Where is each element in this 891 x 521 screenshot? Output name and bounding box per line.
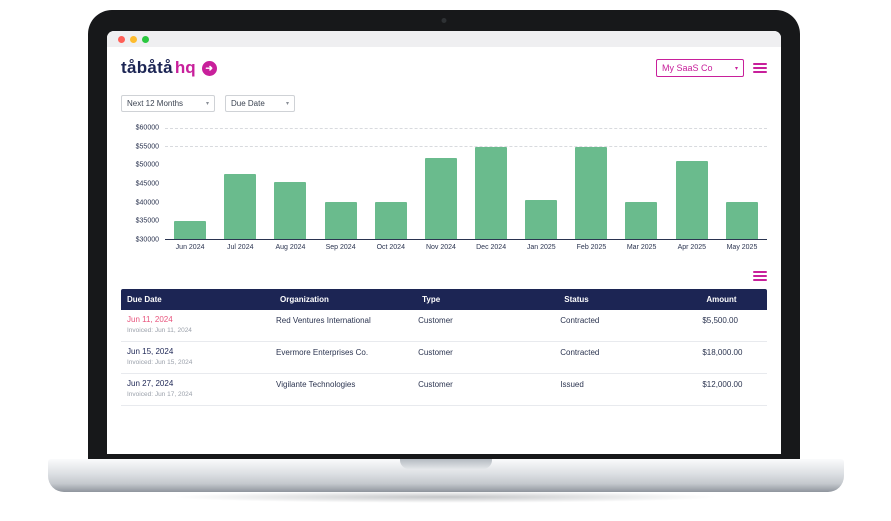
webcam-icon <box>441 18 447 23</box>
table-toolbar <box>121 271 767 281</box>
column-header-due-date: Due Date <box>127 295 162 304</box>
logo-text: tåbåtå <box>121 58 173 77</box>
gridline <box>165 146 767 148</box>
logo[interactable]: tåbåtå hq ➜ <box>121 58 217 78</box>
table-row[interactable]: Jun 27, 2024 Invoiced: Jun 17, 2024 Vigila… <box>121 373 767 406</box>
chart-bar[interactable] <box>274 181 307 239</box>
arrow-right-icon: ➜ <box>201 60 217 76</box>
chevron-down-icon: ▾ <box>285 101 289 107</box>
status-cell: Contracted <box>560 316 600 325</box>
laptop-screen-bezel: tåbåtå hq ➜ My SaaS Co ▾ Next 12 Month <box>88 10 800 462</box>
app-header: tåbåtå hq ➜ My SaaS Co ▾ <box>121 47 767 89</box>
revenue-bar-chart: $60000 $55000 $50000 $45000 $40000 $35000 $300… <box>121 124 767 244</box>
chart-y-axis: $60000 $55000 $50000 $45000 $40000 $35000 $300… <box>121 124 165 244</box>
organization-select[interactable]: My SaaS Co ▾ <box>656 59 744 77</box>
chart-bar[interactable] <box>324 202 357 239</box>
laptop-shadow <box>170 491 720 503</box>
due-date-cell: Jun 15, 2024 Invoiced: Jun 15, 2024 <box>121 346 276 366</box>
logo-accent-text: hq <box>174 58 196 77</box>
sort-by-select-value: Due Date <box>231 99 265 108</box>
chevron-down-icon: ▾ <box>205 101 209 107</box>
x-axis-label: Jul 2024 <box>227 244 254 251</box>
column-header-status: Status <box>564 295 589 304</box>
x-axis-label: Aug 2024 <box>275 244 306 251</box>
chart-bar[interactable] <box>675 161 708 239</box>
amount-cell: $5,500.00 <box>702 316 738 325</box>
chart-bar[interactable] <box>424 157 457 239</box>
column-header-type: Type <box>422 295 441 304</box>
amount-cell: $12,000.00 <box>702 379 743 389</box>
type-cell: Customer <box>418 316 453 325</box>
type-cell: Customer <box>418 347 453 357</box>
chart-bar[interactable] <box>525 200 558 239</box>
x-axis-label: Oct 2024 <box>376 244 405 251</box>
due-date: Jun 15, 2024 <box>127 346 174 356</box>
status-cell: Contracted <box>560 347 600 357</box>
table-row[interactable]: Jun 15, 2024 Invoiced: Jun 15, 2024 Evermo… <box>121 341 767 374</box>
column-header-organization: Organization <box>280 295 329 304</box>
chart-bar[interactable] <box>625 202 658 239</box>
chart-bar[interactable] <box>725 202 758 239</box>
chart-bar[interactable] <box>174 220 207 239</box>
x-axis-label: Dec 2024 <box>476 244 507 251</box>
invoiced-date: Invoiced: Jun 15, 2024 <box>127 358 193 366</box>
due-date: Jun 11, 2024 <box>127 315 173 324</box>
browser-titlebar <box>107 31 781 47</box>
organization-cell: Evermore Enterprises Co. <box>276 347 369 357</box>
y-axis-tick: $50000 <box>135 161 159 169</box>
invoices-table: Due Date Organization Type Status Amount Jun… <box>121 289 767 406</box>
y-axis-tick: $55000 <box>135 143 159 151</box>
table-row[interactable]: Jun 11, 2024 Invoiced: Jun 11, 2024 Red Ve… <box>121 310 767 342</box>
invoiced-date: Invoiced: Jun 17, 2024 <box>127 390 193 398</box>
date-range-select-value: Next 12 Months <box>127 99 184 108</box>
app-content: tåbåtå hq ➜ My SaaS Co ▾ Next 12 Month <box>107 47 781 454</box>
chevron-down-icon: ▾ <box>734 65 738 72</box>
due-date-cell: Jun 11, 2024 Invoiced: Jun 11, 2024 <box>121 315 276 334</box>
close-window-button[interactable] <box>118 35 125 43</box>
gridline <box>165 128 767 129</box>
y-axis-tick: $60000 <box>135 124 159 132</box>
laptop-base-notch <box>400 459 492 469</box>
chart-bar[interactable] <box>224 174 257 239</box>
y-axis-tick: $45000 <box>135 180 159 188</box>
zoom-window-button[interactable] <box>142 35 149 43</box>
chart-x-axis: Jun 2024 Jul 2024 Aug 2024 Sep 2024 Oct 2024… <box>165 244 767 251</box>
organization-cell: Red Ventures International <box>276 316 371 325</box>
filter-bar: Next 12 Months ▾ Due Date ▾ <box>121 95 767 112</box>
chart-bar[interactable] <box>374 202 407 239</box>
x-axis-label: Feb 2025 <box>576 244 607 251</box>
chart-bar[interactable] <box>575 146 608 239</box>
chart-plot-area <box>165 128 767 240</box>
x-axis-label: Sep 2024 <box>325 244 356 251</box>
amount-cell: $18,000.00 <box>702 347 743 357</box>
x-axis-label: Jun 2024 <box>175 244 205 251</box>
table-menu-icon[interactable] <box>753 271 767 281</box>
laptop-base <box>48 459 844 492</box>
table-body: Jun 11, 2024 Invoiced: Jun 11, 2024 Red Ve… <box>121 310 767 406</box>
chart-bar[interactable] <box>475 146 508 239</box>
date-range-select[interactable]: Next 12 Months ▾ <box>121 95 215 112</box>
organization-select-value: My SaaS Co <box>662 63 713 73</box>
due-date: Jun 27, 2024 <box>127 378 174 388</box>
status-cell: Issued <box>560 379 584 389</box>
x-axis-label: Nov 2024 <box>425 244 456 251</box>
x-axis-label: Apr 2025 <box>677 244 707 251</box>
y-axis-tick: $35000 <box>135 217 159 225</box>
header-controls: My SaaS Co ▾ <box>656 59 767 77</box>
minimize-window-button[interactable] <box>130 35 137 43</box>
y-axis-tick: $30000 <box>135 236 159 244</box>
screen: tåbåtå hq ➜ My SaaS Co ▾ Next 12 Month <box>107 31 781 454</box>
table-header-row: Due Date Organization Type Status Amount <box>121 289 767 310</box>
x-axis-label: Mar 2025 <box>626 244 657 251</box>
organization-cell: Vigilante Technologies <box>276 379 356 389</box>
column-header-amount: Amount <box>706 295 737 304</box>
invoiced-date: Invoiced: Jun 11, 2024 <box>127 326 192 334</box>
menu-icon[interactable] <box>753 63 767 73</box>
due-date-cell: Jun 27, 2024 Invoiced: Jun 17, 2024 <box>121 378 276 398</box>
x-axis-label: Jan 2025 <box>526 244 556 251</box>
type-cell: Customer <box>418 379 453 389</box>
y-axis-tick: $40000 <box>135 199 159 207</box>
x-axis-label: May 2025 <box>726 244 758 251</box>
sort-by-select[interactable]: Due Date ▾ <box>225 95 295 112</box>
